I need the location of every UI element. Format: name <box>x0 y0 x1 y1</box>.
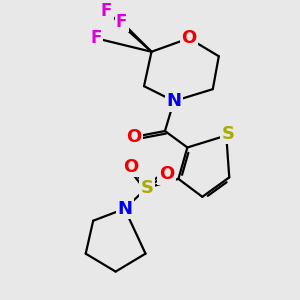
Text: N: N <box>117 200 132 218</box>
Text: F: F <box>91 29 102 47</box>
Text: O: O <box>126 128 141 146</box>
Text: F: F <box>116 13 127 31</box>
Text: O: O <box>159 165 174 183</box>
Text: S: S <box>140 179 154 197</box>
Text: N: N <box>167 92 182 110</box>
Text: F: F <box>101 2 112 20</box>
Text: O: O <box>123 158 138 176</box>
Text: O: O <box>181 29 196 47</box>
Text: S: S <box>221 125 234 143</box>
